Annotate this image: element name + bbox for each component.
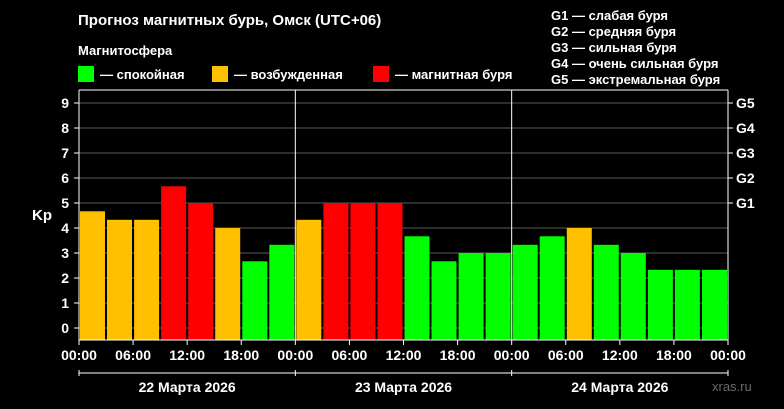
- day-label: 24 Марта 2026: [571, 379, 668, 395]
- storm-scale-g1: G1 — слабая буря: [551, 8, 669, 23]
- day-label: 23 Марта 2026: [355, 379, 452, 395]
- kp-bar: [215, 228, 241, 340]
- legend: — спокойная — возбужденная — магнитная б…: [78, 66, 538, 86]
- g-scale-label: G4: [736, 120, 755, 136]
- kp-bar: [674, 269, 700, 341]
- kp-bar: [485, 253, 511, 340]
- x-tick-label: 00:00: [277, 347, 313, 363]
- kp-bar: [512, 244, 538, 341]
- kp-bar: [620, 253, 646, 340]
- kp-bar: [702, 269, 727, 341]
- legend-item-quiet: — спокойная: [78, 66, 185, 86]
- kp-bar: [431, 261, 457, 341]
- legend-label-storm: — магнитная буря: [395, 67, 513, 82]
- y-tick-label: 5: [61, 195, 69, 211]
- g-scale-label: G3: [736, 145, 755, 161]
- g-scale-label: G2: [736, 170, 755, 186]
- storm-scale-g3: G3 — сильная буря: [551, 40, 677, 55]
- kp-bar: [593, 244, 619, 341]
- legend-heading: Магнитосфера: [78, 43, 173, 58]
- y-tick-label: 9: [61, 95, 69, 111]
- kp-bar: [269, 244, 295, 341]
- g-scale-label: G1: [736, 195, 755, 211]
- y-tick-label: 0: [61, 320, 69, 336]
- chart-title: Прогноз магнитных бурь, Омск (UTC+06): [78, 12, 382, 29]
- legend-label-quiet: — спокойная: [100, 67, 185, 82]
- legend-swatch-active: [212, 66, 228, 82]
- kp-bar: [566, 228, 592, 340]
- x-tick-label: 06:00: [115, 347, 151, 363]
- y-tick-label: 8: [61, 120, 69, 136]
- x-tick-label: 12:00: [169, 347, 205, 363]
- legend-swatch-storm: [373, 66, 389, 82]
- x-tick-label: 18:00: [223, 347, 259, 363]
- g-scale-label: G5: [736, 95, 755, 111]
- x-tick-label: 00:00: [61, 347, 97, 363]
- storm-scale-g5: G5 — экстремальная буря: [551, 72, 721, 87]
- kp-bar: [188, 203, 214, 340]
- legend-swatch-quiet: [78, 66, 94, 82]
- x-tick-label: 06:00: [332, 347, 368, 363]
- x-tick-label: 00:00: [494, 347, 530, 363]
- kp-bar: [323, 203, 349, 340]
- kp-bar: [404, 236, 430, 341]
- kp-bar: [377, 203, 403, 340]
- x-tick-label: 18:00: [656, 347, 692, 363]
- watermark: xras.ru: [712, 379, 752, 394]
- kp-bar: [350, 203, 376, 340]
- storm-scale: G1 — слабая буря G2 — средняя буря G3 — …: [551, 8, 720, 88]
- kp-bar: [296, 219, 322, 341]
- kp-bar: [242, 261, 268, 341]
- kp-bar: [458, 253, 484, 340]
- kp-bar: [80, 211, 105, 341]
- x-tick-label: 18:00: [440, 347, 476, 363]
- kp-bar: [161, 186, 187, 341]
- y-tick-label: 2: [61, 270, 69, 286]
- y-axis-label: Kp: [32, 207, 52, 224]
- y-tick-label: 1: [61, 295, 69, 311]
- day-label: 22 Марта 2026: [139, 379, 236, 395]
- y-tick-label: 4: [61, 220, 69, 236]
- x-tick-label: 00:00: [710, 347, 746, 363]
- kp-bar: [647, 269, 673, 341]
- legend-label-active: — возбужденная: [234, 67, 343, 82]
- legend-item-active: — возбужденная: [212, 66, 343, 86]
- x-tick-label: 12:00: [602, 347, 638, 363]
- storm-scale-g2: G2 — средняя буря: [551, 24, 677, 39]
- kp-bar: [539, 236, 565, 341]
- kp-bar: [134, 219, 160, 341]
- y-tick-label: 7: [61, 145, 69, 161]
- x-tick-label: 06:00: [548, 347, 584, 363]
- storm-scale-g4: G4 — очень сильная буря: [551, 56, 719, 71]
- y-tick-label: 6: [61, 170, 69, 186]
- legend-item-storm: — магнитная буря: [373, 66, 512, 86]
- x-tick-label: 12:00: [386, 347, 422, 363]
- kp-bar: [107, 219, 132, 341]
- y-tick-label: 3: [61, 245, 69, 261]
